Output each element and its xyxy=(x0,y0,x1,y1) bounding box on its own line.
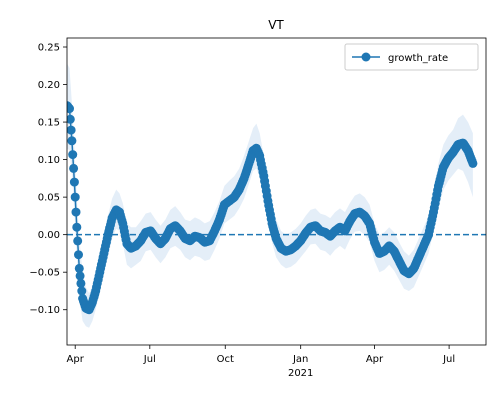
data-point xyxy=(76,278,86,288)
x-tick-label: Oct xyxy=(217,354,234,365)
x-tick-label: Apr xyxy=(366,354,384,365)
y-tick-label: 0.00 xyxy=(38,230,60,241)
data-point xyxy=(468,158,478,168)
data-point xyxy=(69,163,79,173)
y-tick-label: 0.15 xyxy=(38,118,60,129)
data-point xyxy=(70,192,80,202)
plot-content xyxy=(67,63,486,328)
data-point xyxy=(69,177,79,187)
data-point xyxy=(67,136,77,146)
legend-entry: growth_rate xyxy=(388,53,448,64)
x-tick-sublabel: 2021 xyxy=(288,368,313,379)
y-tick-label: 0.20 xyxy=(38,80,60,91)
x-tick-label: Jan xyxy=(292,354,308,365)
y-tick-label: 0.10 xyxy=(38,155,60,166)
data-point xyxy=(67,114,75,124)
data-point xyxy=(72,222,82,232)
axes: −0.10 −0.05 0.00 0.05 0.10 0.15 0.20 0.25 Apr Jul… xyxy=(29,37,487,379)
data-point xyxy=(74,250,83,260)
x-tick-label: Jul xyxy=(442,354,455,365)
data-point xyxy=(67,104,74,114)
data-point xyxy=(74,263,84,273)
data-point xyxy=(73,236,83,246)
data-point xyxy=(71,207,81,217)
axes-frame xyxy=(66,37,487,346)
plot-area xyxy=(67,63,486,328)
data-point xyxy=(77,286,87,296)
data-point xyxy=(68,150,78,160)
y-tick-label: 0.05 xyxy=(38,193,60,204)
y-tick-label: −0.10 xyxy=(29,305,60,316)
chart-title: VT xyxy=(268,18,284,32)
data-point xyxy=(67,125,76,135)
y-tick-label: −0.05 xyxy=(29,268,60,279)
y-tick-label: 0.25 xyxy=(38,43,60,54)
x-tick-label: Apr xyxy=(67,354,85,365)
data-point xyxy=(75,271,85,281)
growth-rate-markers xyxy=(67,101,478,315)
x-tick-label: Jul xyxy=(143,354,156,365)
legend-marker xyxy=(361,52,371,62)
legend: growth_rate xyxy=(344,43,479,71)
legend-box xyxy=(344,43,479,71)
